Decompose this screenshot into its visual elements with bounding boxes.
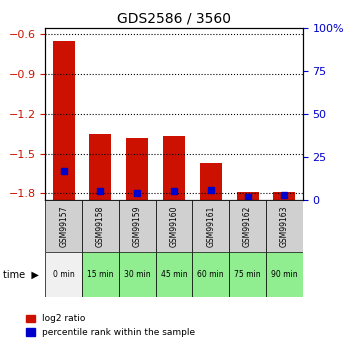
Text: time  ▶: time ▶ <box>3 269 39 279</box>
Text: GSM99162: GSM99162 <box>243 205 252 247</box>
Text: 0 min: 0 min <box>53 270 74 279</box>
Bar <box>45 200 82 252</box>
Text: GSM99160: GSM99160 <box>169 205 179 247</box>
Bar <box>45 252 82 297</box>
Legend: log2 ratio, percentile rank within the sample: log2 ratio, percentile rank within the s… <box>22 311 198 341</box>
Bar <box>163 136 185 200</box>
Bar <box>192 252 229 297</box>
Bar <box>192 200 229 252</box>
Bar <box>156 200 192 252</box>
Bar <box>89 134 111 200</box>
Title: GDS2586 / 3560: GDS2586 / 3560 <box>117 11 231 25</box>
Text: 90 min: 90 min <box>271 270 298 279</box>
Bar <box>156 252 192 297</box>
Text: GSM99163: GSM99163 <box>280 205 289 247</box>
Bar <box>237 192 259 200</box>
Text: GSM99157: GSM99157 <box>59 205 68 247</box>
Text: GSM99161: GSM99161 <box>206 205 215 247</box>
Bar <box>82 200 119 252</box>
Bar <box>266 200 303 252</box>
Text: 60 min: 60 min <box>197 270 224 279</box>
Bar <box>200 163 222 200</box>
Text: 75 min: 75 min <box>234 270 261 279</box>
Bar <box>53 41 75 200</box>
Bar <box>119 252 156 297</box>
Bar <box>273 192 295 200</box>
Bar <box>126 138 148 200</box>
Bar <box>266 252 303 297</box>
Bar <box>229 252 266 297</box>
Text: 30 min: 30 min <box>124 270 151 279</box>
Bar <box>119 200 156 252</box>
Text: 15 min: 15 min <box>87 270 114 279</box>
Text: 45 min: 45 min <box>161 270 187 279</box>
Text: GSM99159: GSM99159 <box>133 205 142 247</box>
Bar <box>229 200 266 252</box>
Text: GSM99158: GSM99158 <box>96 205 105 247</box>
Bar <box>82 252 119 297</box>
